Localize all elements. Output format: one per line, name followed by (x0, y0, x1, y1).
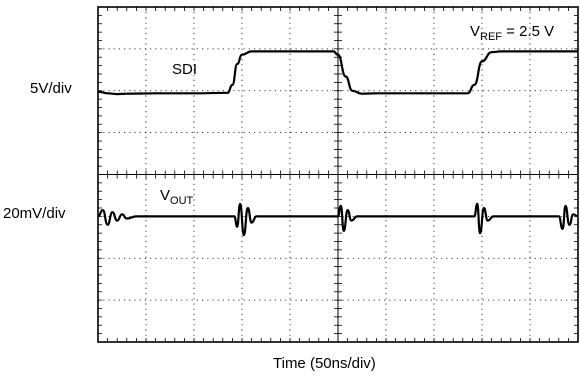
ch2-scale-label: 20mV/div (3, 205, 66, 222)
vref-annotation: VREF = 2.5 V (470, 23, 554, 43)
ch1-scale-label: 5V/div (30, 80, 72, 97)
x-axis-label: Time (50ns/div) (273, 355, 376, 372)
trace-vout (97, 202, 579, 237)
trace-sdi (97, 50, 578, 96)
series-label-vout: VOUT (160, 187, 194, 207)
series-label-sdi: SDI (172, 61, 197, 78)
